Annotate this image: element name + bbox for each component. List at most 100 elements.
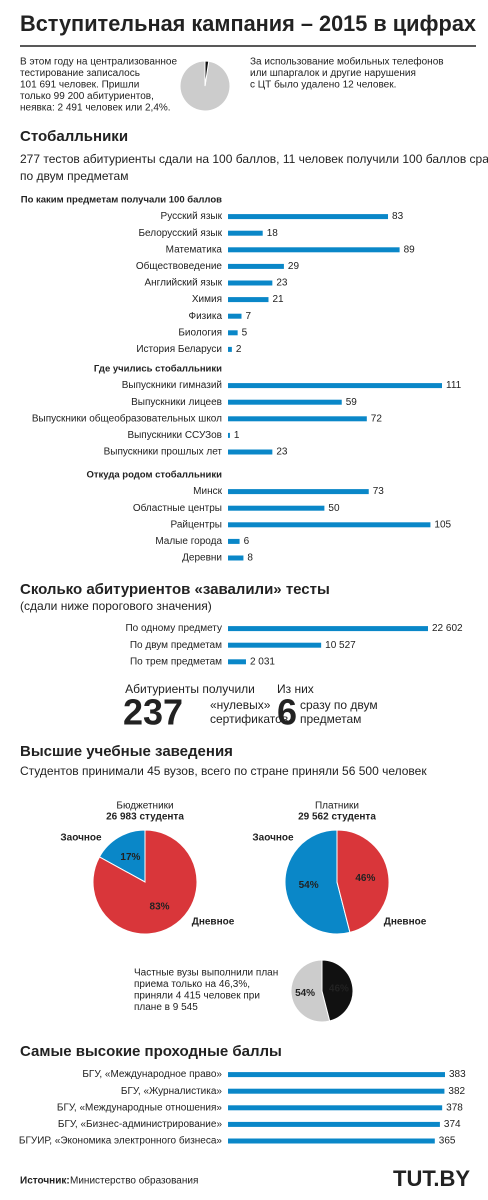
bar-label: Областные центры — [133, 502, 222, 514]
text-line: или шпаргалок и другие нарушения — [250, 68, 416, 79]
cert-sub-number: 6 — [277, 692, 297, 733]
bar-label: Английский язык — [144, 278, 222, 289]
bar — [228, 659, 246, 665]
bar-label: Выпускники общеобразовательных школ — [32, 412, 222, 424]
text-line: с ЦТ было удалено 12 человек. — [250, 79, 396, 91]
bar — [228, 642, 322, 648]
bar — [228, 399, 342, 405]
pie-slice — [98, 829, 146, 883]
source-label: Источник: — [20, 1176, 70, 1187]
title: Вступительная кампания – 2015 в цифрах — [20, 11, 477, 36]
bar — [228, 297, 269, 303]
value-label: 10 527 — [325, 640, 356, 651]
source: Министерство образования — [70, 1175, 198, 1187]
pie-value-label: 54% — [295, 988, 315, 999]
pie-category: Дневное — [192, 917, 235, 928]
text-line: приема только на 46,3%, — [134, 979, 250, 990]
pie-value-label: 46% — [329, 984, 349, 995]
pie-slice — [284, 829, 351, 935]
value-label: 72 — [371, 413, 383, 424]
bar — [228, 330, 238, 336]
value-label: 59 — [346, 397, 358, 408]
text-line: Частные вузы выполнили план — [134, 968, 278, 979]
bar — [228, 313, 242, 319]
value-label: 7 — [245, 311, 251, 322]
value-label: 378 — [446, 1102, 463, 1113]
value-label: 1 — [234, 430, 240, 441]
bar — [228, 247, 400, 253]
bar — [228, 449, 273, 455]
value-label: 382 — [448, 1086, 465, 1097]
bar — [228, 383, 442, 389]
bar — [228, 346, 232, 352]
bar-label: По двум предметам — [130, 640, 222, 651]
bar-label: БГУ, «Журналистика» — [121, 1086, 223, 1097]
value-label: 8 — [247, 553, 253, 564]
value-label: 29 — [288, 261, 300, 272]
bar — [228, 505, 325, 511]
text-line: сертификатов — [210, 712, 288, 726]
bar-label: БГУ, «Бизнес-администрирование» — [58, 1119, 223, 1130]
bar-label: Выпускники прошлых лет — [104, 447, 223, 458]
pie-slice — [336, 829, 390, 933]
text-line: приняли 4 415 человек при — [134, 991, 260, 1002]
section-title: Высшие учебные заведения — [20, 743, 233, 760]
bar-label: БГУ, «Международное право» — [82, 1069, 222, 1080]
value-label: 21 — [272, 294, 284, 305]
text-line: сразу по двум — [300, 698, 378, 712]
text-line: предметам — [300, 712, 361, 726]
text-line: За использование мобильных телефонов — [250, 56, 444, 68]
bar-label: БГУ, «Международные отношения» — [57, 1102, 223, 1113]
pie-category: Заочное — [60, 833, 102, 844]
bar-label: По трем предметам — [130, 656, 222, 667]
pie-slice — [290, 959, 331, 1023]
bar-label: Физика — [188, 311, 222, 322]
bar-label: Русский язык — [161, 211, 223, 222]
cert-intro: Абитуриенты получили — [125, 682, 255, 696]
section-text: Студентов принимали 45 вузов, всего по с… — [20, 764, 427, 778]
bar — [228, 1088, 445, 1094]
bar-group-title: Где учились стобалльники — [94, 364, 222, 375]
pie-category: Заочное — [252, 833, 294, 844]
value-label: 5 — [242, 327, 248, 338]
bar — [228, 1138, 435, 1144]
bar-label: Выпускники ССУЗов — [127, 430, 222, 441]
value-label: 83 — [392, 211, 404, 222]
section-title: Сколько абитуриентов «завалили» тесты — [20, 581, 330, 598]
cert-number: 237 — [123, 692, 183, 733]
bar-label: Биология — [178, 327, 222, 338]
bar-label: Математика — [166, 244, 223, 255]
bar-label: Минск — [193, 486, 222, 497]
bar-label: Выпускники лицеев — [131, 397, 222, 408]
value-label: 50 — [328, 503, 340, 514]
bar — [228, 555, 244, 561]
bar-label: Химия — [192, 294, 222, 305]
bar — [228, 626, 428, 632]
section-title: Стобалльники — [20, 128, 128, 145]
value-label: 18 — [267, 228, 279, 239]
bar — [228, 416, 367, 422]
pie-value-label: 54% — [299, 880, 319, 891]
text-line: по двум предметам — [20, 169, 128, 183]
bar — [228, 214, 389, 220]
bar-label: Обществоведение — [136, 260, 223, 272]
text-line: только 99 200 абитуриентов, — [20, 90, 154, 102]
bar — [228, 1105, 443, 1111]
logo: TUT.BY — [393, 1166, 470, 1191]
value-label: 374 — [444, 1119, 461, 1130]
value-label: 6 — [244, 536, 250, 547]
value-label: 2 — [236, 344, 242, 355]
bar — [228, 489, 369, 495]
bar-group-title: По каким предметам получали 100 баллов — [21, 195, 222, 206]
text-line: тестирование записалось — [20, 68, 140, 79]
value-label: 105 — [434, 519, 451, 530]
bar-label: БГУИР, «Экономика электронного бизнеса» — [19, 1135, 223, 1147]
value-label: 22 602 — [432, 623, 463, 634]
value-label: 365 — [439, 1136, 456, 1147]
pie-value-label: 83% — [150, 901, 170, 912]
value-label: 2 031 — [250, 656, 275, 667]
bar-label: Выпускники гимназий — [122, 380, 222, 391]
pie-title: Платники — [315, 801, 359, 812]
pie-subtitle: 29 562 студента — [298, 812, 376, 823]
pie-slice — [204, 60, 210, 87]
